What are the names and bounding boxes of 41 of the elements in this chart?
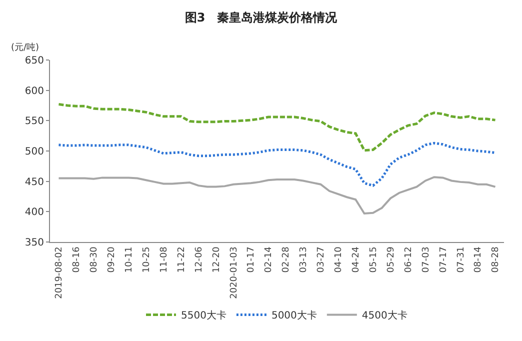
x-tick-label: 10-11 — [124, 246, 135, 273]
x-tick-label: 12-20 — [212, 246, 222, 273]
y-tick-label: 600 — [24, 86, 44, 97]
x-tick-label: 07-17 — [438, 246, 449, 273]
x-tick-label: 10-25 — [142, 246, 152, 273]
x-tick-label: 08-30 — [90, 246, 100, 273]
x-tick-label: 02-14 — [264, 246, 274, 273]
x-tick-label: 08-16 — [72, 246, 82, 273]
chart-title: 图3 秦皇岛港煤炭价格情况 — [184, 10, 338, 24]
legend-label: 4500大卡 — [362, 310, 408, 322]
x-tick-label: 2019-08-02 — [54, 246, 65, 299]
line-series — [57, 103, 497, 152]
x-tick-label: 07-03 — [421, 246, 432, 273]
y-tick-label: 350 — [24, 238, 44, 248]
x-tick-label: 03-27 — [316, 246, 327, 273]
y-tick-label: 450 — [24, 176, 44, 188]
y-tick-label: 550 — [24, 116, 44, 128]
x-tick-label: 05-29 — [386, 246, 396, 273]
legend-label: 5000大卡 — [271, 310, 317, 322]
legend-label: 5500大卡 — [181, 310, 226, 322]
x-tick-label: 04-10 — [334, 246, 344, 273]
x-tick-label: 04-24 — [352, 246, 362, 273]
x-tick-label: 12-06 — [194, 246, 204, 273]
x-tick-label: 08-28 — [491, 246, 502, 273]
x-tick-label: 2020-01-03 — [229, 246, 240, 299]
y-tick-label: 400 — [24, 207, 44, 218]
y-tick-label: 500 — [24, 146, 44, 158]
x-tick-label: 11-08 — [159, 246, 170, 273]
x-tick-label: 11-22 — [176, 246, 187, 273]
y-tick-label: 650 — [24, 56, 44, 66]
line-series — [58, 176, 496, 214]
x-tick-label: 07-31 — [456, 246, 466, 273]
x-tick-label: 03-13 — [299, 246, 310, 273]
x-tick-label: 09-20 — [107, 246, 118, 273]
x-tick-label: 06-12 — [404, 246, 414, 273]
line-series — [57, 142, 497, 187]
x-tick-label: 02-28 — [282, 246, 292, 273]
x-tick-label: 05-15 — [368, 246, 379, 273]
x-tick-label: 01-17 — [246, 246, 257, 273]
y-axis-title: (元/吨) — [11, 42, 40, 53]
x-tick-label: 08-14 — [474, 246, 484, 273]
